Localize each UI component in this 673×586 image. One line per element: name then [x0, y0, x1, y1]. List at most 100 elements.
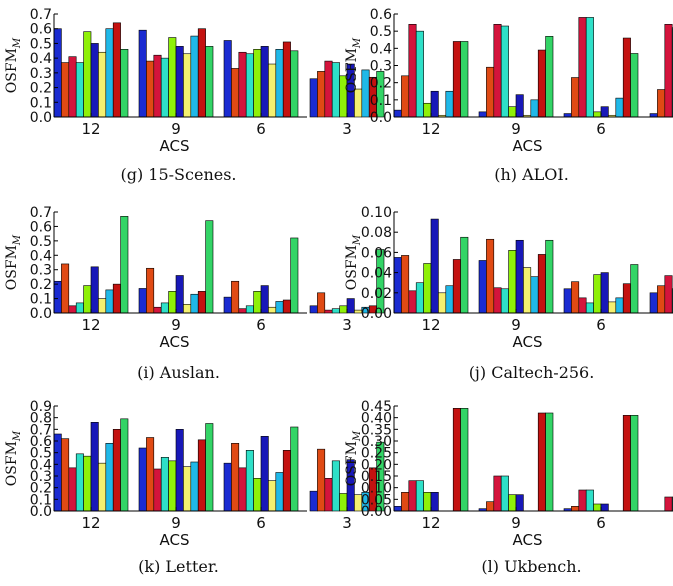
- bar: [324, 309, 333, 314]
- bar: [105, 289, 114, 314]
- bar: [593, 274, 602, 314]
- bar: [245, 450, 254, 512]
- bar: [523, 267, 532, 314]
- bar: [430, 90, 439, 118]
- bar: [61, 438, 70, 512]
- bar: [585, 17, 594, 118]
- bar: [600, 272, 609, 314]
- bar: [223, 462, 232, 512]
- y-tick-label: 0.0: [30, 110, 52, 126]
- bar: [430, 492, 439, 512]
- bar: [537, 412, 546, 512]
- panel-caption: (h) ALOI.: [494, 165, 569, 184]
- x-tick-label: 12: [81, 316, 100, 334]
- y-tick-label: 0.8: [30, 411, 52, 427]
- y-tick-label: 0.2: [370, 76, 392, 92]
- bar: [231, 280, 240, 314]
- x-axis-label: ACS: [513, 333, 543, 351]
- y-axis-label: OSFMM: [344, 37, 363, 93]
- y-tick-label: 0.35: [361, 422, 392, 438]
- bar: [68, 56, 77, 118]
- x-tick-label: 6: [596, 514, 606, 532]
- y-tick-label: 0.02: [361, 286, 392, 302]
- y-tick-label: 0.7: [30, 205, 52, 221]
- bar: [238, 51, 247, 118]
- bar: [83, 31, 92, 118]
- bar: [205, 423, 214, 512]
- bar: [190, 293, 199, 314]
- y-tick-label: 0.00: [361, 306, 392, 322]
- y-tick-label: 0.2: [30, 481, 52, 497]
- bar: [260, 436, 269, 512]
- bar: [197, 291, 206, 314]
- bar: [190, 35, 199, 118]
- x-tick-label: 3: [342, 120, 352, 138]
- bar: [563, 113, 572, 118]
- bar: [268, 306, 277, 314]
- y-tick-label: 0.4: [30, 248, 52, 264]
- y-tick-label: 0.7: [30, 7, 52, 23]
- y-tick-label: 0.2: [30, 277, 52, 293]
- bar: [415, 282, 424, 314]
- bar: [138, 288, 147, 314]
- bar: [401, 255, 410, 314]
- bar: [317, 292, 326, 314]
- bar: [105, 28, 114, 118]
- bar: [223, 40, 232, 118]
- bar: [282, 299, 291, 314]
- y-tick-label: 0.10: [361, 205, 392, 221]
- bar: [585, 489, 594, 512]
- bar: [238, 467, 247, 512]
- bar: [500, 475, 509, 512]
- y-tick-label: 0.1: [30, 95, 52, 111]
- bar: [493, 475, 502, 512]
- bar: [231, 68, 240, 118]
- bar: [290, 50, 299, 118]
- bar: [339, 493, 348, 512]
- y-tick-label: 0.08: [361, 225, 392, 241]
- x-tick-label: 3: [342, 514, 352, 532]
- bar: [98, 51, 107, 118]
- panel-caption: (l) Ukbench.: [481, 557, 581, 576]
- y-tick-label: 0.05: [361, 492, 392, 508]
- bar: [622, 283, 631, 314]
- bar: [452, 259, 461, 314]
- x-tick-label: 6: [596, 316, 606, 334]
- bar: [75, 302, 84, 314]
- y-tick-label: 0.40: [361, 411, 392, 427]
- bar: [205, 220, 214, 314]
- bar: [331, 62, 340, 118]
- bar: [415, 480, 424, 512]
- bar: [508, 106, 517, 118]
- bar: [83, 455, 92, 512]
- bar: [153, 306, 162, 314]
- panel-caption: (g) 15-Scenes.: [120, 165, 236, 184]
- y-tick-label: 0.30: [361, 434, 392, 450]
- bar: [331, 308, 340, 314]
- bar: [622, 37, 631, 118]
- x-tick-label: 3: [342, 316, 352, 334]
- panel-caption: (i) Auslan.: [137, 363, 220, 382]
- bar: [401, 492, 410, 512]
- bar: [68, 305, 77, 314]
- bar: [290, 237, 299, 314]
- bar: [578, 297, 587, 314]
- bar: [615, 97, 624, 118]
- bar: [478, 260, 487, 314]
- y-tick-label: 0.6: [30, 22, 52, 38]
- bar: [160, 302, 169, 314]
- bar: [309, 490, 318, 512]
- bar: [183, 53, 192, 118]
- bar: [452, 408, 461, 512]
- bar: [649, 113, 658, 118]
- bar: [600, 106, 609, 118]
- bar: [282, 41, 291, 118]
- bar: [664, 23, 673, 118]
- bar: [486, 501, 495, 512]
- bar: [493, 23, 502, 118]
- x-tick-label: 12: [421, 316, 440, 334]
- x-tick-label: 6: [596, 120, 606, 138]
- bar: [530, 276, 539, 314]
- y-tick-label: 0.00: [361, 504, 392, 520]
- bar: [168, 37, 177, 118]
